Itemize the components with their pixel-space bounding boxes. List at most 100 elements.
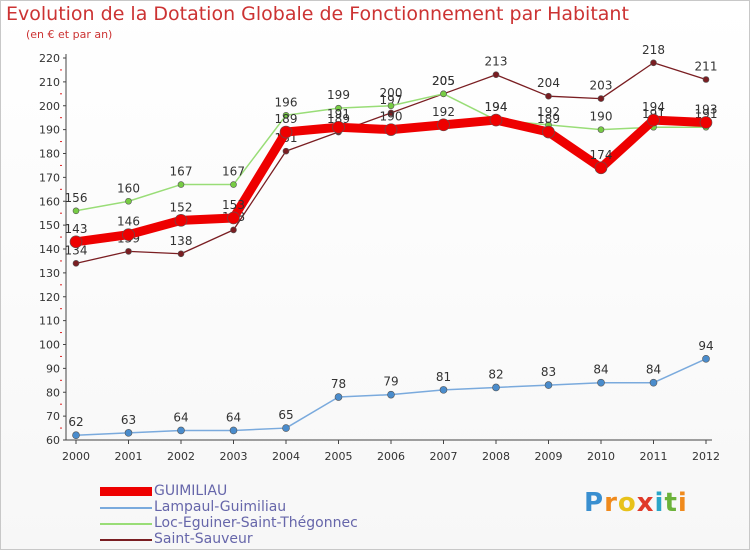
- x-tick-label: 2006: [377, 450, 405, 463]
- data-label-loc-eguiner-saint-thegonnec: 167: [222, 165, 245, 179]
- y-tick-label: 220: [39, 52, 60, 65]
- data-label-lampaul-guimiliau: 84: [646, 363, 661, 377]
- data-point-loc-eguiner-saint-thegonnec: [177, 181, 185, 188]
- data-point-guimiliau: [279, 125, 293, 139]
- y-tick-label: 190: [39, 124, 60, 137]
- data-point-loc-eguiner-saint-thegonnec: [125, 197, 132, 205]
- data-label-saint-sauveur: 205: [432, 74, 455, 88]
- data-point-saint-sauveur: [597, 95, 605, 102]
- legend-label-loc-eguiner: Loc-Eguiner-Saint-Thégonnec: [154, 515, 358, 531]
- legend-label-lampaul-guimiliau: Lampaul-Guimiliau: [154, 499, 287, 515]
- legend-swatch-saint-sauveur: [100, 539, 152, 541]
- data-point-saint-sauveur: [230, 226, 237, 234]
- data-label-lampaul-guimiliau: 64: [173, 410, 188, 424]
- y-tick-label: 60: [46, 434, 60, 447]
- data-label-saint-sauveur: 211: [695, 59, 718, 73]
- data-label-guimiliau: 191: [327, 107, 350, 121]
- x-tick-label: 2007: [430, 450, 458, 463]
- series-line-guimiliau: [71, 115, 711, 247]
- data-point-guimiliau: [437, 118, 450, 132]
- x-tick-label: 2005: [325, 450, 353, 463]
- data-point-lampaul-guimiliau: [72, 431, 80, 440]
- data-point-saint-sauveur: [125, 248, 132, 255]
- y-tick-label: 160: [39, 195, 60, 208]
- data-point-saint-sauveur: [177, 250, 185, 258]
- data-label-loc-eguiner-saint-thegonnec: 199: [327, 88, 350, 102]
- x-tick-label: 2009: [535, 450, 563, 463]
- data-label-guimiliau: 174: [590, 148, 613, 162]
- data-point-lampaul-guimiliau: [282, 424, 290, 432]
- data-point-loc-eguiner-saint-thegonnec: [597, 126, 605, 133]
- data-label-guimiliau: 189: [275, 112, 298, 126]
- y-tick-label: 120: [39, 291, 60, 304]
- legend-swatch-lampaul-guimiliau: [100, 507, 152, 509]
- data-label-loc-eguiner-saint-thegonnec: 156: [65, 191, 88, 205]
- data-label-lampaul-guimiliau: 62: [68, 415, 83, 429]
- legend-label-guimiliau: GUIMILIAU: [154, 483, 228, 499]
- data-label-loc-eguiner-saint-thegonnec: 192: [537, 105, 560, 119]
- data-label-guimiliau: 189: [537, 112, 560, 126]
- y-tick-label: 180: [39, 148, 60, 161]
- x-tick-label: 2004: [272, 450, 300, 463]
- data-point-loc-eguiner-saint-thegonnec: [282, 112, 290, 119]
- y-tick-label: 170: [39, 171, 60, 184]
- x-tick-label: 2000: [62, 450, 90, 463]
- x-tick-label: 2001: [115, 450, 143, 463]
- data-point-lampaul-guimiliau: [229, 426, 238, 435]
- y-tick-label: 80: [46, 386, 60, 399]
- data-point-loc-eguiner-saint-thegonnec: [440, 90, 447, 98]
- data-point-guimiliau: [69, 235, 83, 249]
- data-label-guimiliau: 143: [65, 222, 88, 236]
- data-point-guimiliau: [227, 211, 240, 225]
- data-label-guimiliau: 152: [170, 200, 193, 214]
- data-label-guimiliau: 194: [642, 100, 665, 114]
- y-tick-label: 90: [46, 362, 60, 375]
- data-label-saint-sauveur: 197: [380, 93, 403, 107]
- y-tick-label: 140: [39, 243, 60, 256]
- y-tick-label: 70: [46, 410, 60, 423]
- data-point-guimiliau: [174, 214, 188, 227]
- data-label-loc-eguiner-saint-thegonnec: 167: [170, 165, 193, 179]
- data-label-guimiliau: 146: [117, 215, 140, 229]
- y-tick-label: 130: [39, 267, 60, 280]
- data-point-guimiliau: [489, 113, 503, 127]
- x-tick-label: 2003: [220, 450, 248, 463]
- data-label-loc-eguiner-saint-thegonnec: 196: [275, 95, 298, 109]
- data-point-lampaul-guimiliau: [702, 355, 710, 363]
- data-point-saint-sauveur: [650, 59, 657, 67]
- data-point-lampaul-guimiliau: [387, 390, 395, 399]
- data-label-saint-sauveur: 203: [590, 79, 613, 93]
- x-tick-label: 2002: [167, 450, 195, 463]
- data-point-lampaul-guimiliau: [492, 383, 500, 392]
- data-point-lampaul-guimiliau: [597, 378, 605, 387]
- x-tick-label: 2010: [587, 450, 615, 463]
- data-point-guimiliau: [122, 228, 135, 241]
- data-label-loc-eguiner-saint-thegonnec: 200: [380, 86, 403, 100]
- data-label-lampaul-guimiliau: 84: [593, 363, 608, 377]
- data-label-lampaul-guimiliau: 79: [383, 375, 398, 389]
- x-tick-label: 2011: [640, 450, 668, 463]
- data-point-saint-sauveur: [545, 92, 552, 100]
- data-label-lampaul-guimiliau: 82: [488, 367, 503, 381]
- data-label-saint-sauveur: 134: [65, 243, 88, 257]
- data-label-guimiliau: 192: [432, 105, 455, 119]
- legend-label-saint-sauveur: Saint-Sauveur: [154, 531, 253, 547]
- data-label-lampaul-guimiliau: 64: [226, 410, 241, 424]
- data-point-lampaul-guimiliau: [124, 429, 133, 437]
- data-label-loc-eguiner-saint-thegonnec: 160: [117, 181, 140, 195]
- y-tick-label: 210: [39, 76, 60, 89]
- data-label-guimiliau: 194: [485, 100, 508, 114]
- data-label-lampaul-guimiliau: 78: [331, 377, 346, 391]
- data-label-saint-sauveur: 213: [485, 55, 508, 69]
- legend-swatch-guimiliau: [100, 487, 152, 496]
- data-point-saint-sauveur: [387, 109, 395, 117]
- proxiti-logo: Proxiti: [584, 488, 688, 518]
- data-label-lampaul-guimiliau: 81: [436, 370, 451, 384]
- chart-title: Evolution de la Dotation Globale de Fonc…: [6, 3, 629, 25]
- data-point-guimiliau: [332, 120, 345, 134]
- data-label-guimiliau: 193: [695, 102, 718, 116]
- data-label-guimiliau: 190: [380, 110, 403, 124]
- data-point-guimiliau: [594, 161, 608, 175]
